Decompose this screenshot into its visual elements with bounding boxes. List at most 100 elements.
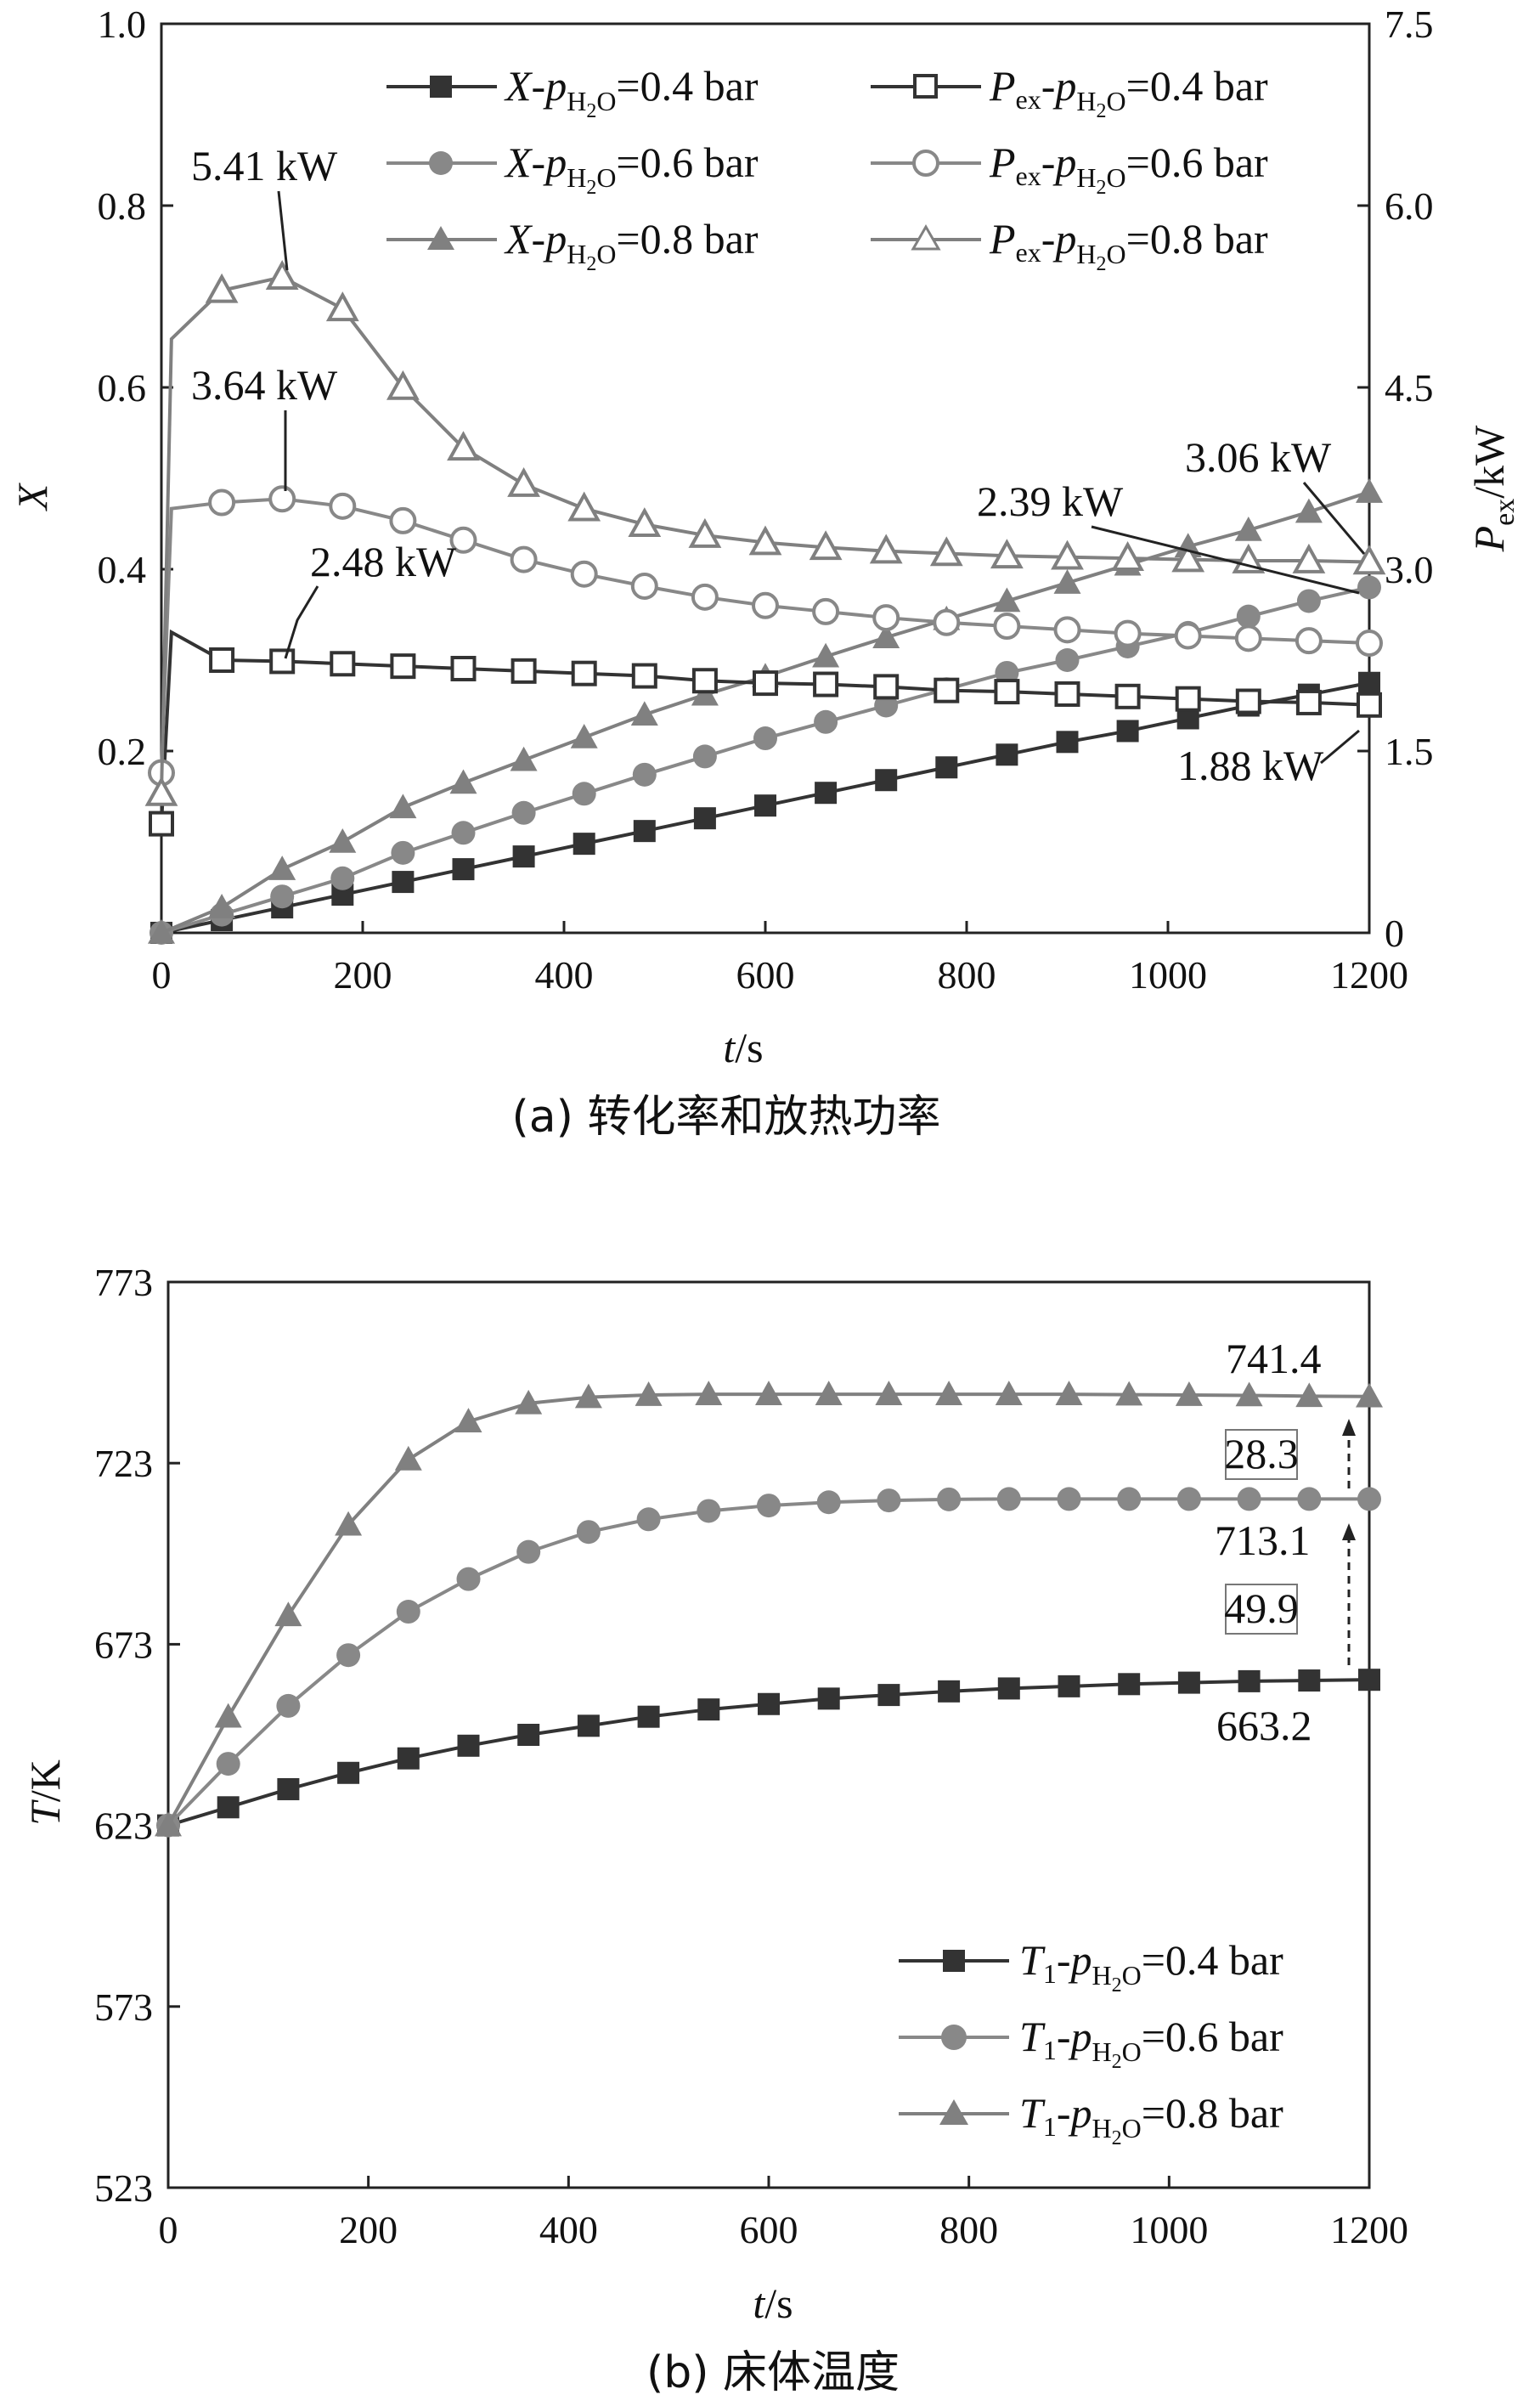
data-point-a-1 [875,769,898,792]
data-point-a-2 [511,800,536,825]
data-point-a-5 [752,591,779,619]
data-point-a-3 [812,642,840,668]
data-point-b-3 [995,1381,1023,1405]
data-point-b-2 [396,1600,420,1624]
data-point-b-1 [817,1687,840,1710]
data-point-a-2 [330,866,355,890]
data-point-b-3 [155,1811,182,1837]
svg-text:Pex-pH2O=0.6 bar: Pex-pH2O=0.6 bar [989,138,1268,199]
series-a-line-6 [160,275,1370,794]
caption-b: (b) 床体温度 [646,2347,900,2398]
svg-text:Pex-pH2O=0.8 bar: Pex-pH2O=0.8 bar [989,215,1268,275]
y-right-tick-label-a: 1.5 [1385,730,1434,773]
x-tick-label-a: 200 [334,953,392,997]
data-point-a-4 [511,658,537,684]
data-point-b-3 [515,1389,543,1415]
data-point-a-6 [567,491,601,522]
x-tick-label-b: 600 [740,2208,798,2251]
data-point-b-1 [337,1761,360,1784]
data-point-a-3 [1356,478,1383,503]
svg-text:X-pH2O=0.8 bar: X-pH2O=0.8 bar [504,215,759,275]
data-point-b-2 [276,1693,301,1718]
data-point-a-2 [814,709,838,734]
annotation-a-1: 5.41 kW [191,142,338,189]
legend-a-item-6: Pex-pH2O=0.8 bar [871,215,1268,275]
annotation-a-6-leader [1320,729,1360,765]
legend-a-item-3: X-pH2O=0.8 bar [386,215,759,275]
x-tick-label-a: 400 [535,953,594,997]
x-tick-label-a: 0 [152,953,172,997]
annotation-b-3: 713.1 [1215,1516,1311,1564]
data-point-a-1 [392,871,415,894]
data-point-b-1 [397,1747,420,1770]
annotation-b-4: 49.9 [1224,1584,1299,1632]
data-point-a-2 [632,762,657,787]
data-point-a-4 [1114,683,1141,709]
data-point-b-2 [576,1520,601,1545]
data-point-a-4 [571,660,597,686]
data-point-b-1 [938,1680,961,1703]
annotation-b-4-arrowhead [1342,1523,1356,1540]
data-point-a-1 [754,794,776,817]
data-point-b-1 [1177,1671,1200,1694]
data-point-a-1 [1116,720,1139,743]
data-point-a-3 [389,794,417,819]
data-point-b-3 [574,1383,602,1409]
x-tick-label-b: 1000 [1130,2208,1208,2251]
data-point-a-4 [450,655,477,681]
legend-b-item-2: T1-pH2O=0.6 bar [899,2013,1283,2073]
y-axis-label-a: X [8,482,56,511]
data-point-a-5 [329,492,357,520]
annotation-a-3: 2.48 kW [310,538,457,585]
data-point-a-1 [573,833,595,856]
series-a-line-4 [160,629,1370,824]
data-point-a-5 [933,608,961,636]
data-point-a-2 [995,660,1019,685]
data-point-a-3 [1295,498,1323,523]
data-point-b-2 [1117,1487,1142,1511]
data-point-b-2 [697,1499,721,1523]
data-point-b-1 [1238,1669,1261,1692]
data-point-a-3 [630,701,658,726]
data-point-a-5 [389,506,417,534]
data-point-a-5 [208,489,236,517]
data-point-b-1 [517,1724,540,1746]
data-point-b-3 [875,1381,903,1405]
y-tick-label-b: 573 [94,1985,153,2029]
data-point-a-4 [873,674,900,700]
data-point-a-1 [633,820,656,843]
data-point-a-4 [1175,686,1201,712]
data-point-a-1 [996,743,1018,766]
data-point-a-5 [1114,619,1142,647]
data-point-a-2 [1296,589,1321,613]
data-point-b-1 [277,1777,300,1800]
data-point-a-6 [1292,543,1326,573]
y-axis-label-b: T/K [21,1759,69,1826]
data-point-a-3 [993,587,1021,613]
data-point-a-6 [447,431,480,461]
data-point-b-1 [637,1705,660,1728]
data-point-b-1 [577,1714,600,1737]
x-tick-label-a: 600 [736,953,795,997]
data-point-b-1 [697,1698,720,1721]
data-point-a-4 [691,668,718,694]
data-point-a-2 [1236,604,1261,629]
data-point-b-2 [636,1507,661,1532]
data-point-b-3 [1356,1382,1383,1408]
y-left-tick-label-a: 0.2 [98,730,147,773]
annotation-a-5-leader [1091,525,1360,595]
x-tick-label-a: 800 [938,953,996,997]
x-tick-label-a: 1200 [1330,953,1408,997]
data-point-a-4 [753,670,778,697]
data-point-a-2 [572,782,596,806]
series-a-line-5 [160,497,1370,773]
legend-a-item-2: X-pH2O=0.6 bar [386,138,759,199]
data-point-b-2 [456,1567,481,1591]
x-axis-label-a: t/s [723,1024,763,1071]
data-point-a-6 [1352,545,1386,575]
data-point-a-2 [451,821,476,845]
data-point-a-3 [268,856,296,880]
data-point-a-4 [1054,681,1080,707]
x-tick-label-a: 1000 [1129,953,1207,997]
annotation-b-1: 741.4 [1226,1335,1322,1382]
